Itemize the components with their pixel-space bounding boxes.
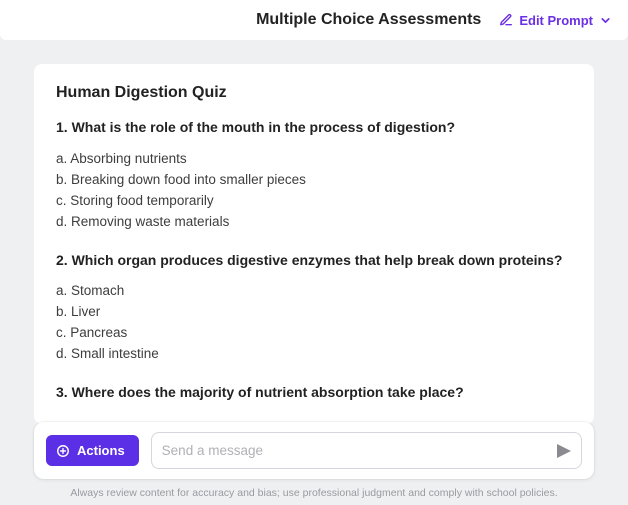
option-a: a. Stomach <box>56 281 572 302</box>
page-title: Multiple Choice Assessments <box>256 11 481 29</box>
composer: Actions <box>34 422 594 479</box>
option-d: d. Removing waste materials <box>56 212 572 233</box>
option-a: a. Absorbing nutrients <box>56 149 572 170</box>
option-b: b. Breaking down food into smaller piece… <box>56 170 572 191</box>
question-block: 1. What is the role of the mouth in the … <box>56 118 572 233</box>
actions-label: Actions <box>77 443 125 458</box>
top-bar: Multiple Choice Assessments Edit Prompt <box>0 0 628 40</box>
option-d: d. Small intestine <box>56 344 572 365</box>
message-input[interactable] <box>162 439 549 462</box>
question-prompt: 2. Which organ produces digestive enzyme… <box>56 251 572 270</box>
question-block: 3. Where does the majority of nutrient a… <box>56 383 572 402</box>
question-prompt: 1. What is the role of the mouth in the … <box>56 118 572 137</box>
question-prompt: 3. Where does the majority of nutrient a… <box>56 383 572 402</box>
option-c: c. Pancreas <box>56 323 572 344</box>
question-options: a. Stomach b. Liver c. Pancreas d. Small… <box>56 281 572 365</box>
question-block: 2. Which organ produces digestive enzyme… <box>56 251 572 366</box>
disclaimer-text: Always review content for accuracy and b… <box>0 487 628 499</box>
option-b: b. Liver <box>56 302 572 323</box>
actions-button[interactable]: Actions <box>46 435 139 466</box>
quiz-card: Human Digestion Quiz 1. What is the role… <box>34 64 594 424</box>
edit-prompt-button[interactable]: Edit Prompt <box>499 13 612 28</box>
plus-circle-icon <box>56 444 70 458</box>
pencil-icon <box>499 13 513 27</box>
option-c: c. Storing food temporarily <box>56 191 572 212</box>
question-options: a. Absorbing nutrients b. Breaking down … <box>56 149 572 233</box>
quiz-title: Human Digestion Quiz <box>56 84 572 102</box>
message-input-wrap[interactable] <box>151 432 582 469</box>
edit-prompt-label: Edit Prompt <box>519 13 593 28</box>
send-icon[interactable] <box>557 444 571 458</box>
chevron-down-icon <box>599 14 612 27</box>
